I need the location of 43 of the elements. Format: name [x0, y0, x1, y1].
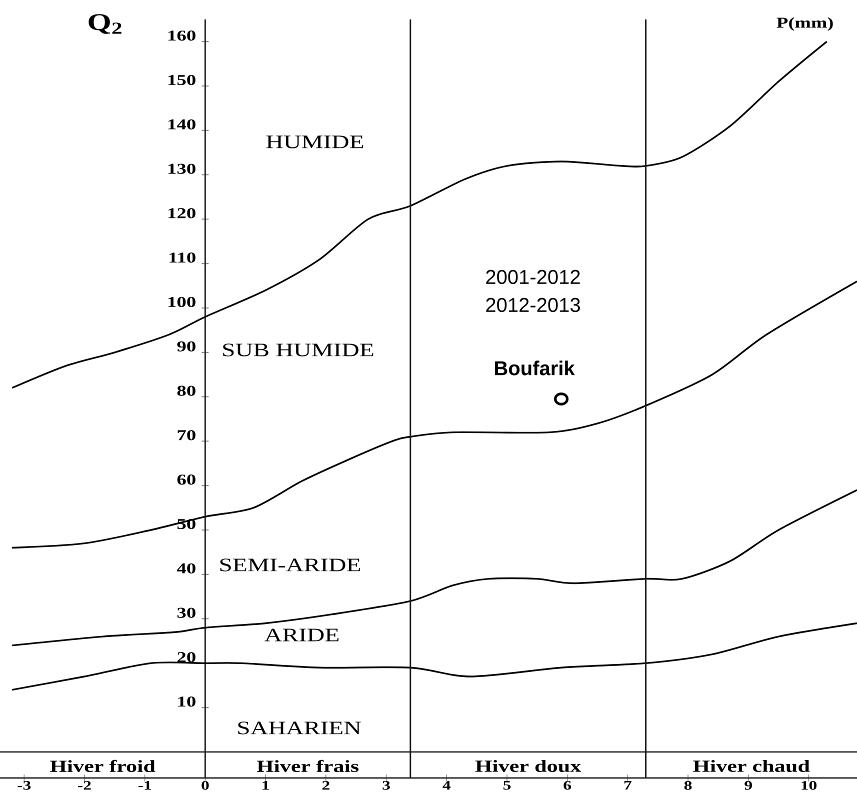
y-tick-label: 150: [168, 74, 196, 86]
annotation: SEMI-ARIDE: [220, 558, 360, 572]
x-tick-label: 0: [202, 781, 209, 790]
x-tick-label: 5: [503, 781, 511, 790]
text: Hiver froid: [50, 760, 156, 772]
y-tick-label: 110: [170, 252, 196, 263]
x-tick-label: 6: [564, 781, 572, 790]
x-tick-label: -1: [138, 781, 152, 790]
y-tick-label: 130: [168, 164, 196, 174]
y-tick-label: 80: [177, 386, 196, 396]
x-tick-label: 8: [684, 781, 692, 790]
y-tick-label: 40: [176, 563, 196, 574]
y-axis-title: Q$_{2}$: [88, 14, 122, 34]
y-tick-label: 160: [168, 30, 196, 41]
annotation: P(mm): [776, 17, 833, 31]
x-tick-label: 10: [802, 781, 817, 790]
y-tick-label: 100: [168, 296, 196, 308]
series-label: Boufarik: [495, 360, 575, 376]
x-tick-label: 4: [442, 781, 451, 790]
x-tick-label: 1: [262, 781, 269, 790]
y-tick-label: 10: [178, 696, 196, 707]
y-tick-label: 70: [178, 430, 196, 440]
x-tick-label: -2: [78, 781, 91, 790]
annotation: SUB HUMIDE: [223, 344, 374, 356]
x-tick-label: 7: [624, 781, 632, 790]
y-tick-label: 90: [177, 341, 196, 352]
text: Hiver chaud: [693, 760, 810, 772]
y-tick-label: 140: [168, 119, 196, 130]
x-tick-label: -3: [18, 781, 31, 790]
y-tick-label: 30: [177, 608, 196, 618]
annotation: 2012-2013: [486, 298, 580, 312]
annotation: SAHARIEN: [238, 722, 361, 734]
x-tick-label: 2: [322, 781, 330, 790]
annotation: 2001-2012: [486, 270, 580, 284]
x-tick-label: 9: [744, 781, 752, 790]
text: Hiver doux: [475, 760, 582, 772]
y-tick-label: 20: [177, 652, 196, 662]
annotation: ARIDE: [264, 628, 339, 642]
y-tick-label: 120: [168, 208, 196, 218]
annotation: HUMIDE: [266, 136, 364, 148]
text: Hiver frais: [256, 760, 358, 772]
x-tick-label: 3: [382, 781, 390, 790]
y-tick-label: 60: [177, 474, 196, 485]
